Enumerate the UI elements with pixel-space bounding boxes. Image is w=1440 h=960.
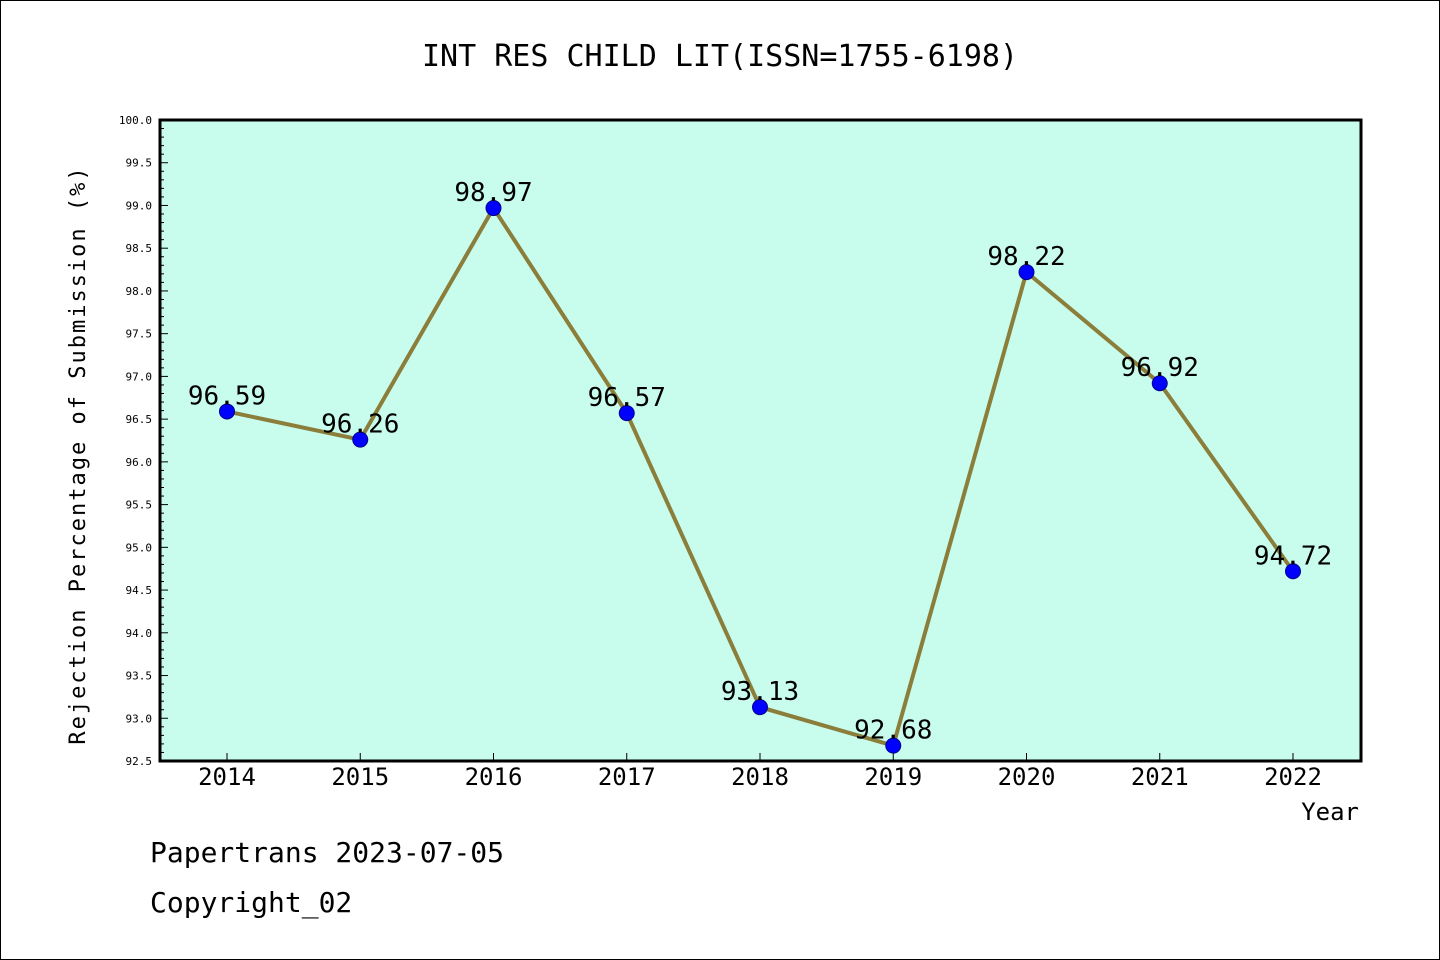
data-label: 93.13 — [721, 677, 799, 707]
y-tick-label: 100.0 — [119, 114, 152, 127]
data-label: 98.97 — [454, 178, 532, 208]
x-tick-label: 2019 — [864, 763, 922, 791]
data-point — [219, 403, 235, 420]
y-tick-label: 97.5 — [126, 328, 153, 341]
y-tick-label: 98.5 — [126, 242, 153, 255]
data-label: 96.26 — [321, 410, 399, 440]
x-tick-label: 2014 — [198, 763, 256, 791]
data-label: 96.59 — [188, 381, 266, 411]
x-tick-label: 2017 — [598, 763, 656, 791]
chart-title: INT RES CHILD LIT(ISSN=1755-6198) — [422, 39, 1018, 74]
data-point — [1285, 563, 1301, 580]
data-point — [485, 200, 502, 217]
data-point — [618, 405, 635, 422]
x-tick-label: 2015 — [331, 763, 389, 791]
data-label: 98.22 — [987, 242, 1065, 272]
data-point — [1151, 375, 1168, 392]
y-tick-label: 94.0 — [126, 627, 153, 640]
y-tick-label: 96.0 — [126, 456, 153, 469]
series: 96.59 96.26 98.97 96.57 93.13 92.68 98.22 96.92… — [188, 178, 1332, 754]
y-tick-label: 93.0 — [126, 712, 153, 725]
x-tick-label: 2022 — [1264, 763, 1322, 791]
footer-date: Papertrans 2023-07-05 — [150, 836, 505, 869]
y-tick-label: 93.5 — [126, 670, 153, 683]
y-axis: 92.5 93.0 93.5 94.0 94.5 95.0 95.5 96.0 96.5 97.0… — [119, 114, 168, 768]
y-tick-label: 97.0 — [126, 370, 153, 383]
y-tick-label: 98.0 — [126, 285, 153, 298]
y-tick-label: 96.5 — [126, 413, 153, 426]
data-label: 94.72 — [1254, 541, 1332, 571]
plot-area — [160, 120, 1361, 761]
data-point — [885, 737, 902, 754]
y-tick-label: 95.0 — [126, 541, 153, 554]
x-axis: 2014 2015 2016 2017 2018 2019 2020 2021 2022 — [198, 753, 1322, 791]
x-tick-label: 2021 — [1131, 763, 1189, 791]
x-tick-label: 2020 — [998, 763, 1056, 791]
data-point — [752, 699, 768, 716]
footer-copyright: Copyright_02 — [150, 886, 353, 919]
x-tick-label: 2016 — [465, 763, 523, 791]
y-axis-label: Rejection Percentage of Submission (%) — [66, 165, 91, 744]
data-point — [352, 431, 369, 448]
y-tick-label: 94.5 — [126, 584, 153, 597]
y-tick-label: 92.5 — [126, 755, 153, 768]
data-point — [1018, 264, 1035, 281]
y-tick-label: 99.5 — [126, 157, 153, 170]
data-label: 96.57 — [588, 383, 666, 413]
y-tick-label: 99.0 — [126, 199, 153, 212]
x-tick-label: 2018 — [731, 763, 789, 791]
data-label: 96.92 — [1121, 353, 1199, 383]
y-tick-label: 95.5 — [126, 499, 153, 512]
data-label: 92.68 — [854, 716, 932, 746]
x-axis-label: Year — [1301, 798, 1359, 826]
plot-border — [158, 118, 1363, 763]
